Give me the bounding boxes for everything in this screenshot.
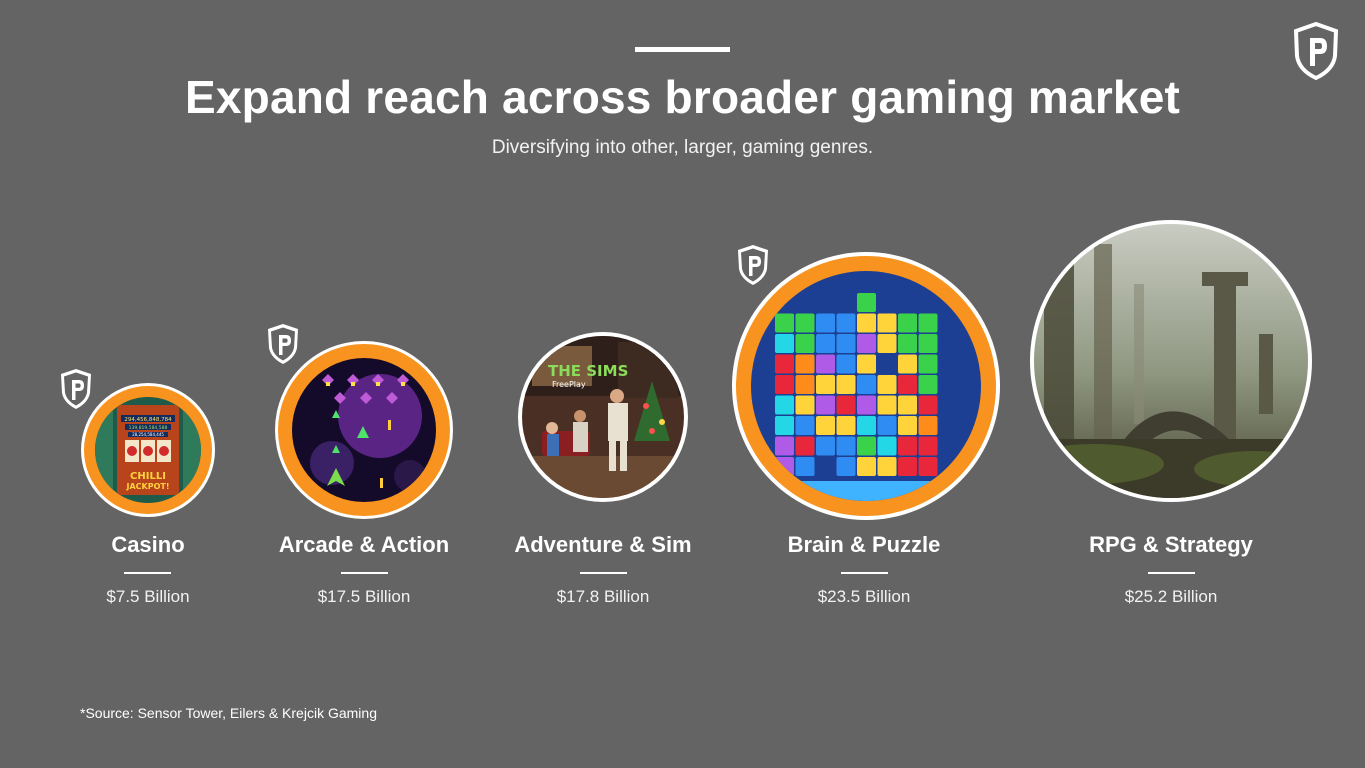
casino-logo-line-1: CHILLI [130, 471, 166, 482]
puzzle-block [918, 457, 938, 476]
genre-market-arcade: $17.5 Billion [317, 587, 411, 606]
puzzle-block [857, 334, 876, 353]
puzzle-block [775, 334, 794, 353]
puzzle-block [918, 395, 938, 415]
source-footnote: *Source: Sensor Tower, Eilers & Krejcik … [80, 705, 377, 721]
puzzle-block [857, 457, 876, 476]
puzzle-block [877, 334, 897, 353]
genre-divider-adventure-sim [580, 572, 627, 574]
puzzle-block [816, 416, 835, 435]
puzzle-block [918, 313, 938, 333]
page-subtitle: Diversifying into other, larger, gaming … [491, 137, 874, 158]
puzzle-block [836, 416, 856, 435]
genre-divider-brain-puzzle [841, 572, 888, 574]
genre-label-casino: Casino [111, 532, 185, 557]
puzzle-block [795, 436, 815, 456]
puzzle-block [877, 313, 897, 333]
casino-logo-line-2: JACKPOT! [125, 482, 169, 491]
casino-jackpot-3: 28,254,584,445 [132, 432, 164, 437]
puzzle-block [775, 395, 794, 415]
puzzle-block [795, 395, 815, 415]
puzzle-block [877, 416, 897, 435]
puzzle-block [816, 436, 835, 456]
casino-jackpot-1: 294,456,848,784 [124, 417, 172, 423]
puzzle-block [857, 354, 876, 374]
puzzle-block [816, 375, 835, 394]
puzzle-block [836, 436, 856, 456]
puzzle-block [877, 395, 897, 415]
puzzle-block [898, 416, 917, 435]
puzzle-block [775, 375, 794, 394]
puzzle-block [816, 313, 835, 333]
brain-puzzle-image [732, 252, 1000, 520]
genre-divider-rpg-strategy [1148, 572, 1195, 574]
arcade-image [275, 341, 453, 519]
puzzle-block [918, 416, 938, 435]
puzzle-block [775, 313, 794, 333]
puzzle-block [857, 293, 876, 312]
puzzle-block [816, 334, 835, 353]
title-accent-rule [635, 47, 730, 52]
puzzle-block [918, 375, 938, 394]
genre-label-adventure-sim: Adventure & Sim [514, 532, 692, 557]
genre-label-arcade: Arcade & Action [278, 532, 450, 557]
genre-market-casino: $7.5 Billion [106, 587, 190, 606]
puzzle-block [898, 354, 917, 374]
puzzle-block [898, 375, 917, 394]
casino-jackpot-2: 139,819,584,588 [129, 425, 168, 431]
puzzle-badge-icon [736, 244, 770, 286]
puzzle-block [775, 354, 794, 374]
puzzle-block [836, 354, 856, 374]
puzzle-block [816, 395, 835, 415]
puzzle-block [918, 334, 938, 353]
puzzle-block [836, 313, 856, 333]
sims-logo-text: THE SIMS [548, 362, 628, 380]
puzzle-block [795, 375, 815, 394]
genre-market-adventure-sim: $17.8 Billion [556, 587, 650, 606]
puzzle-block [857, 313, 876, 333]
puzzle-block [877, 375, 897, 394]
genre-label-rpg-strategy: RPG & Strategy [1089, 532, 1253, 557]
rpg-strategy-image [1030, 220, 1312, 502]
casino-badge-icon [59, 368, 93, 410]
puzzle-block [795, 457, 815, 476]
adventure-sim-image: THE SIMS FreePlay [518, 332, 688, 502]
puzzle-block [918, 354, 938, 374]
puzzle-block [775, 416, 794, 435]
puzzle-block [857, 436, 876, 456]
puzzle-block [877, 436, 897, 456]
puzzle-block [918, 436, 938, 456]
puzzle-block [816, 354, 835, 374]
page-title: Expand reach across broader gaming marke… [184, 71, 1181, 123]
puzzle-block [898, 436, 917, 456]
puzzle-block [857, 395, 876, 415]
sims-freeplay-text: FreePlay [552, 380, 586, 389]
puzzle-block [898, 457, 917, 476]
genre-divider-casino [124, 572, 171, 574]
genre-market-rpg-strategy: $25.2 Billion [1124, 587, 1218, 606]
arcade-badge-icon [266, 323, 300, 365]
genre-market-brain-puzzle: $23.5 Billion [817, 587, 911, 606]
puzzle-block [877, 457, 897, 476]
puzzle-block [795, 354, 815, 374]
puzzle-block [836, 375, 856, 394]
puzzle-block [836, 395, 856, 415]
puzzle-block [836, 457, 856, 476]
puzzle-block [857, 375, 876, 394]
puzzle-block [795, 416, 815, 435]
puzzle-block [795, 334, 815, 353]
casino-image: 294,456,848,784 139,819,584,588 28,254,5… [81, 383, 215, 517]
puzzle-block [898, 313, 917, 333]
genre-label-brain-puzzle: Brain & Puzzle [787, 532, 941, 557]
puzzle-block [898, 395, 917, 415]
puzzle-block [795, 313, 815, 333]
puzzle-block [836, 334, 856, 353]
genre-divider-arcade [341, 572, 388, 574]
puzzle-block [775, 436, 794, 456]
puzzle-block [857, 416, 876, 435]
puzzle-block [898, 334, 917, 353]
brand-logo-icon [1293, 21, 1339, 81]
